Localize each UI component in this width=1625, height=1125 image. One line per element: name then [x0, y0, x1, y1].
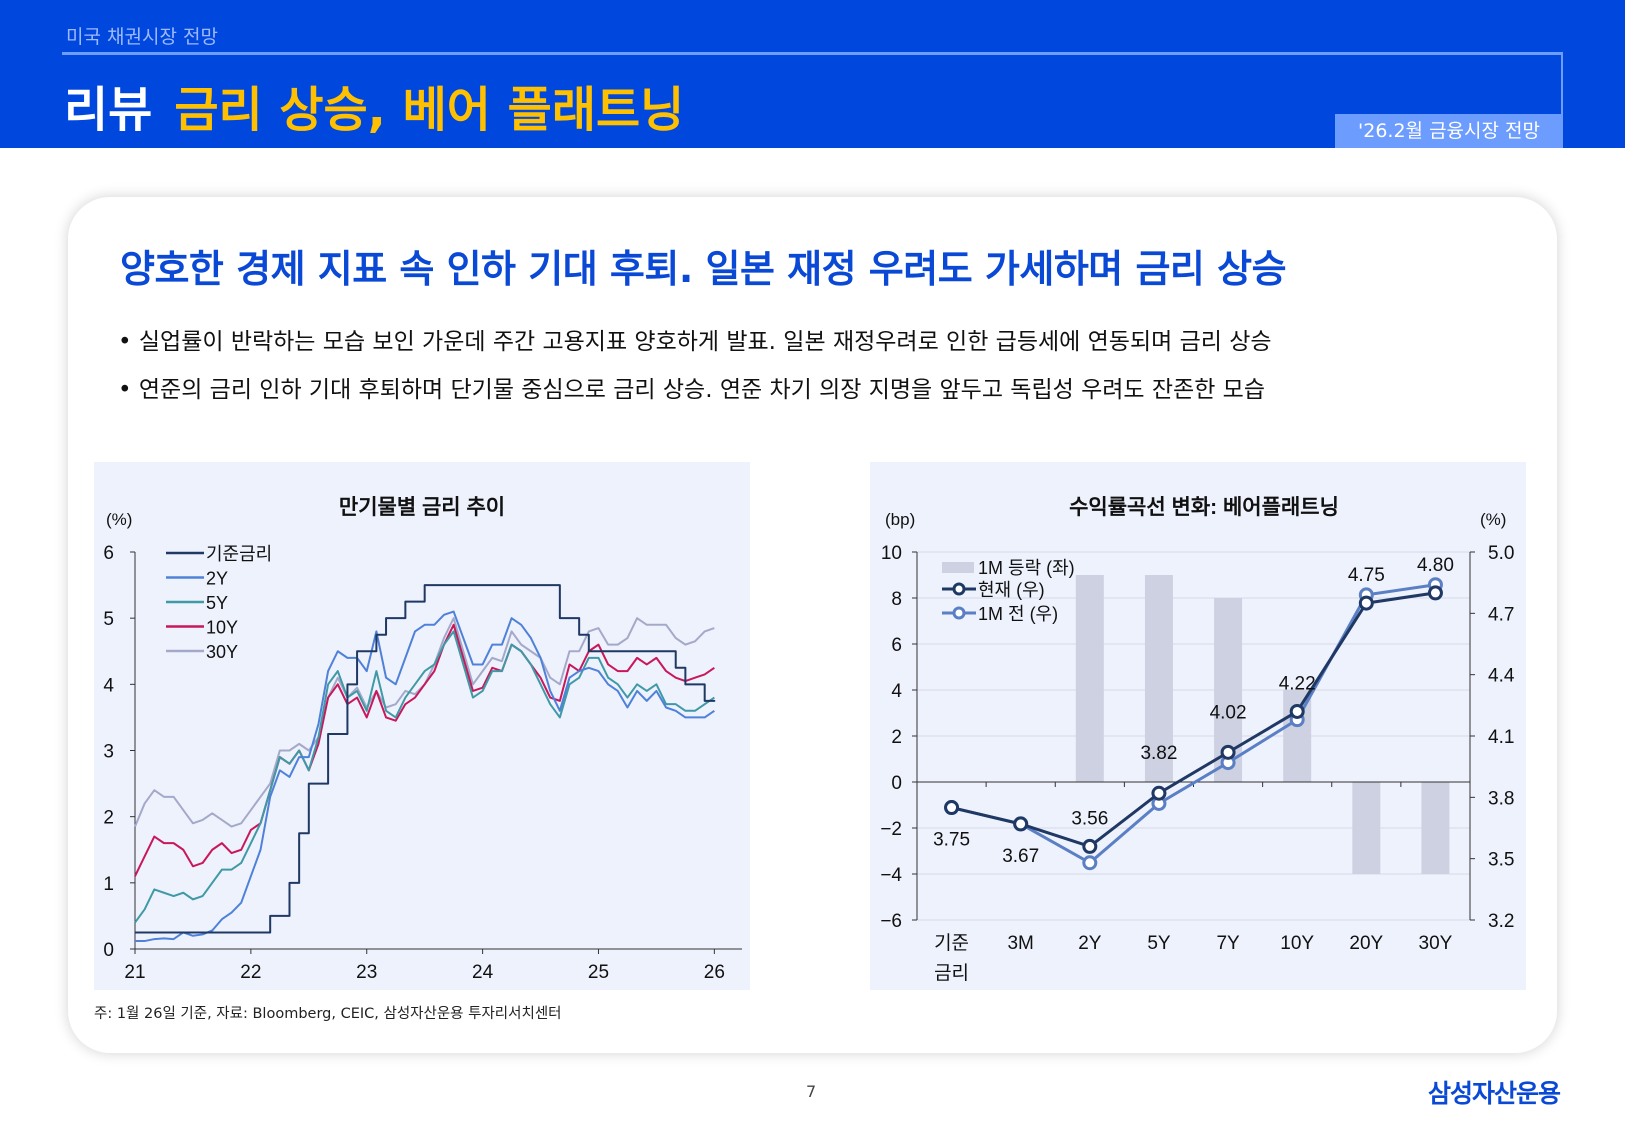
series-point-0 — [1427, 585, 1443, 601]
y-right-tick-label: 5.0 — [1488, 543, 1514, 564]
series-point-0 — [1013, 816, 1029, 832]
legend-label: 1M 전 (우) — [978, 604, 1058, 624]
series-point-0 — [1289, 703, 1305, 719]
x-tick-label: 10Y — [1280, 933, 1314, 954]
chart-title: 수익률곡선 변화: 베어플래트닝 — [1069, 496, 1339, 519]
x-tick-label: 기준 — [934, 932, 969, 954]
x-tick-label: 26 — [704, 962, 725, 983]
y-right-tick-label: 3.8 — [1488, 788, 1514, 809]
y-left-tick-label: 4 — [891, 681, 902, 702]
y-tick-label: 0 — [103, 940, 114, 961]
legend-label: 2Y — [206, 569, 228, 589]
series-line-0 — [951, 591, 1436, 849]
series-line-10Y — [134, 623, 715, 877]
series-point-1 — [1082, 855, 1098, 871]
series-line-5Y — [134, 630, 715, 924]
legend-label: 30Y — [206, 642, 238, 662]
footnote: 주: 1월 26일 기준, 자료: Bloomberg, CEIC, 삼성자산운… — [94, 1006, 562, 1022]
x-tick-label: 7Y — [1216, 933, 1240, 954]
series-point-0 — [1082, 838, 1098, 854]
x-tick-label: 25 — [588, 962, 609, 983]
yield-curve-svg: 수익률곡선 변화: 베어플래트닝 (bp) (%) −6 −4 −2 0 2 4 6 8 10 3.2 3… — [880, 496, 1515, 984]
rates-trend-chart: 만기물별 금리 추이 (%) 0 1 2 3 4 5 6 21 22 23 24 25 26 기준금리 2Y 5Y… — [94, 462, 750, 990]
header-divider-vertical — [1561, 52, 1563, 118]
y-axis-unit: (%) — [106, 510, 132, 529]
y-tick-label: 2 — [103, 808, 114, 829]
chart-title: 만기물별 금리 추이 — [339, 496, 505, 519]
data-label: 4.22 — [1279, 673, 1316, 694]
y-left-tick-label: −6 — [880, 911, 902, 932]
series-point-0 — [944, 800, 960, 816]
y-axis-left-unit: (bp) — [885, 510, 915, 529]
y-left-tick-label: 2 — [891, 727, 902, 748]
bullet-2: • 연준의 금리 인하 기대 후퇴하며 단기물 중심으로 금리 상승. 연준 차… — [118, 377, 1265, 403]
x-tick-label: 3M — [1007, 933, 1033, 954]
y-left-tick-label: −2 — [880, 819, 902, 840]
y-right-tick-label: 3.5 — [1488, 850, 1514, 871]
series-line-기준금리 — [135, 584, 716, 934]
y-left-tick-label: 8 — [891, 589, 902, 610]
company-logo: 삼성자산운용 — [1428, 1079, 1561, 1108]
legend-swatch-bar — [942, 562, 974, 573]
series-point-0 — [1220, 744, 1236, 760]
y-left-tick-label: 6 — [891, 635, 902, 656]
report-badge: '26.2월 금융시장 전망 — [1335, 114, 1563, 148]
title-prefix: 리뷰 — [64, 82, 153, 138]
legend-label: 5Y — [206, 593, 228, 613]
legend-label: 1M 등락 (좌) — [978, 558, 1075, 578]
y-right-tick-label: 4.7 — [1488, 604, 1514, 625]
data-label: 3.75 — [933, 830, 970, 851]
y-left-tick-label: 10 — [881, 543, 902, 564]
y-tick-label: 1 — [103, 874, 114, 895]
bar-7 — [1421, 782, 1450, 874]
series-line-1 — [951, 583, 1436, 865]
page-number: 7 — [806, 1082, 817, 1101]
y-axis-right-unit: (%) — [1480, 510, 1506, 529]
headline: 양호한 경제 지표 속 인하 기대 후퇴. 일본 재정 우려도 가세하며 금리 … — [120, 247, 1287, 291]
x-tick-label: 금리 — [934, 962, 969, 984]
y-right-tick-label: 4.4 — [1488, 666, 1515, 687]
x-tick-label: 30Y — [1419, 933, 1453, 954]
bar-3 — [1144, 575, 1173, 782]
header-band: 미국 채권시장 전망 리뷰 금리 상승, 베어 플래트닝 '26.2월 금융시장 … — [0, 0, 1625, 148]
y-right-tick-label: 4.1 — [1488, 727, 1514, 748]
page-title: 리뷰 금리 상승, 베어 플래트닝 — [64, 70, 684, 140]
yield-curve-chart: 수익률곡선 변화: 베어플래트닝 (bp) (%) −6 −4 −2 0 2 4 6 8 10 3.2 3… — [870, 462, 1526, 990]
bar-2 — [1075, 575, 1104, 782]
y-tick-label: 4 — [103, 675, 114, 696]
section-label: 미국 채권시장 전망 — [66, 26, 218, 48]
legend-swatch-marker — [952, 582, 966, 596]
y-tick-label: 6 — [103, 543, 114, 564]
x-tick-label: 23 — [356, 962, 377, 983]
bar-6 — [1352, 782, 1381, 874]
legend-label: 현재 (우) — [978, 580, 1045, 600]
legend-label: 10Y — [206, 618, 238, 638]
title-main: 금리 상승, 베어 플래트닝 — [174, 82, 685, 138]
legend-label: 기준금리 — [206, 544, 272, 564]
legend-swatch-marker — [952, 606, 966, 620]
y-tick-label: 3 — [103, 742, 114, 763]
y-left-tick-label: −4 — [880, 865, 902, 886]
data-label: 3.82 — [1140, 743, 1177, 764]
data-label: 3.56 — [1071, 808, 1108, 829]
x-tick-label: 20Y — [1349, 933, 1383, 954]
series-point-0 — [1358, 595, 1374, 611]
data-label: 4.75 — [1348, 565, 1385, 586]
data-label: 3.67 — [1002, 846, 1039, 867]
y-right-tick-label: 3.2 — [1488, 911, 1514, 932]
x-tick-label: 22 — [240, 962, 261, 983]
bullet-1: • 실업률이 반락하는 모습 보인 가운데 주간 고용지표 양호하게 발표. 일… — [118, 329, 1272, 355]
x-tick-label: 21 — [124, 962, 145, 983]
y-left-tick-label: 0 — [891, 773, 902, 794]
y-tick-label: 5 — [103, 609, 114, 630]
x-tick-label: 24 — [472, 962, 494, 983]
header-divider — [62, 52, 1562, 55]
series-line-2Y — [135, 610, 715, 943]
data-label: 4.02 — [1210, 702, 1247, 723]
x-tick-label: 5Y — [1147, 933, 1171, 954]
series-point-0 — [1151, 785, 1167, 801]
data-label: 4.80 — [1417, 555, 1454, 576]
x-tick-label: 2Y — [1078, 933, 1102, 954]
